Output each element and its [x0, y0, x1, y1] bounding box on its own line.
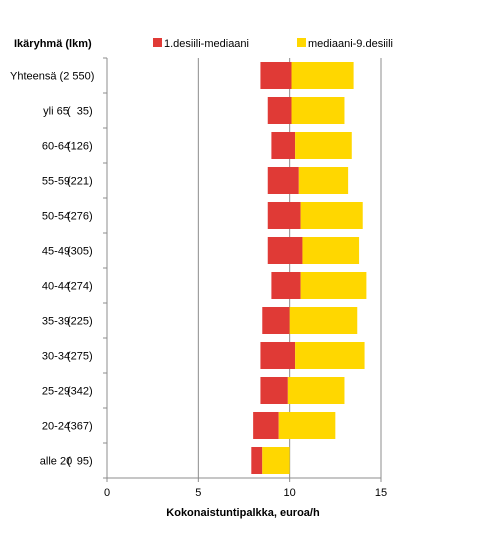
bar-series-1-cat-0: [260, 62, 292, 89]
x-axis: 0 5 10 15: [103, 57, 387, 499]
legend-swatch-series-1: [153, 38, 162, 47]
bar-series-1-cat-8: [260, 342, 296, 369]
x-tick-label-0: 0: [104, 487, 110, 499]
bar-series-2-cat-5: [302, 237, 360, 264]
category-label-0: Yhteensä (2 550): [10, 71, 94, 83]
x-tick-label-2: 10: [284, 487, 296, 499]
x-tick-label-3: 15: [375, 487, 387, 499]
category-count-1: ( 35): [67, 106, 93, 118]
bar-series-1-cat-7: [262, 307, 290, 334]
bar-series-2-cat-9: [287, 377, 345, 404]
bar-series-2-cat-10: [278, 412, 336, 439]
legend-label-series-1: 1.desiili-mediaani: [164, 38, 249, 50]
bar-series-1-cat-11: [251, 447, 263, 474]
category-name-6: 40-44: [42, 281, 70, 293]
bars: [251, 62, 367, 474]
category-count-4: (276): [67, 211, 93, 223]
bar-series-1-cat-10: [253, 412, 279, 439]
bar-series-2-cat-1: [291, 97, 345, 124]
category-count-11: ( 95): [67, 456, 93, 468]
category-name-2: 60-64: [42, 141, 70, 153]
category-name-5: 45-49: [42, 246, 70, 258]
category-labels: Yhteensä (2 550) yli 65( 35) 60-64(126) 55-…: [10, 71, 94, 468]
bar-series-2-cat-6: [300, 272, 367, 299]
category-count-9: (342): [67, 386, 93, 398]
bar-series-1-cat-3: [267, 167, 299, 194]
category-count-8: (275): [67, 351, 93, 363]
grid-lines: [197, 58, 382, 478]
legend: 1.desiili-mediaani mediaani-9.desiili: [153, 38, 393, 50]
category-name-7: 35-39: [42, 316, 70, 328]
bar-series-1-cat-2: [271, 132, 296, 159]
category-count-5: (305): [67, 246, 93, 258]
x-axis-title: Kokonaistuntipalkka, euroa/h: [166, 507, 320, 519]
bar-series-2-cat-8: [295, 342, 365, 369]
category-name-3: 55-59: [42, 176, 70, 188]
category-count-7: (225): [67, 316, 93, 328]
y-axis-title: Ikäryhmä (lkm): [14, 38, 92, 50]
bar-series-2-cat-0: [291, 62, 354, 89]
bar-series-1-cat-1: [267, 97, 292, 124]
category-count-6: (274): [67, 281, 93, 293]
bar-series-2-cat-2: [295, 132, 352, 159]
bar-series-1-cat-6: [271, 272, 301, 299]
category-name-11: alle 20: [40, 456, 72, 468]
category-name-1: yli 65: [43, 106, 69, 118]
legend-label-series-2: mediaani-9.desiili: [308, 38, 393, 50]
category-count-10: (367): [67, 421, 93, 433]
x-tick-label-1: 5: [195, 487, 201, 499]
bar-series-1-cat-5: [267, 237, 303, 264]
category-count-3: (221): [67, 176, 93, 188]
bar-series-2-cat-7: [289, 307, 358, 334]
category-name-10: 20-24: [42, 421, 70, 433]
bar-series-2-cat-4: [300, 202, 363, 229]
category-name-8: 30-34: [42, 351, 70, 363]
category-name-9: 25-29: [42, 386, 70, 398]
category-name-4: 50-54: [42, 211, 70, 223]
bar-series-1-cat-9: [260, 377, 288, 404]
legend-swatch-series-2: [297, 38, 306, 47]
bar-series-2-cat-3: [298, 167, 349, 194]
bar-series-1-cat-4: [267, 202, 301, 229]
bar-series-2-cat-11: [262, 447, 290, 474]
category-count-2: (126): [67, 141, 93, 153]
